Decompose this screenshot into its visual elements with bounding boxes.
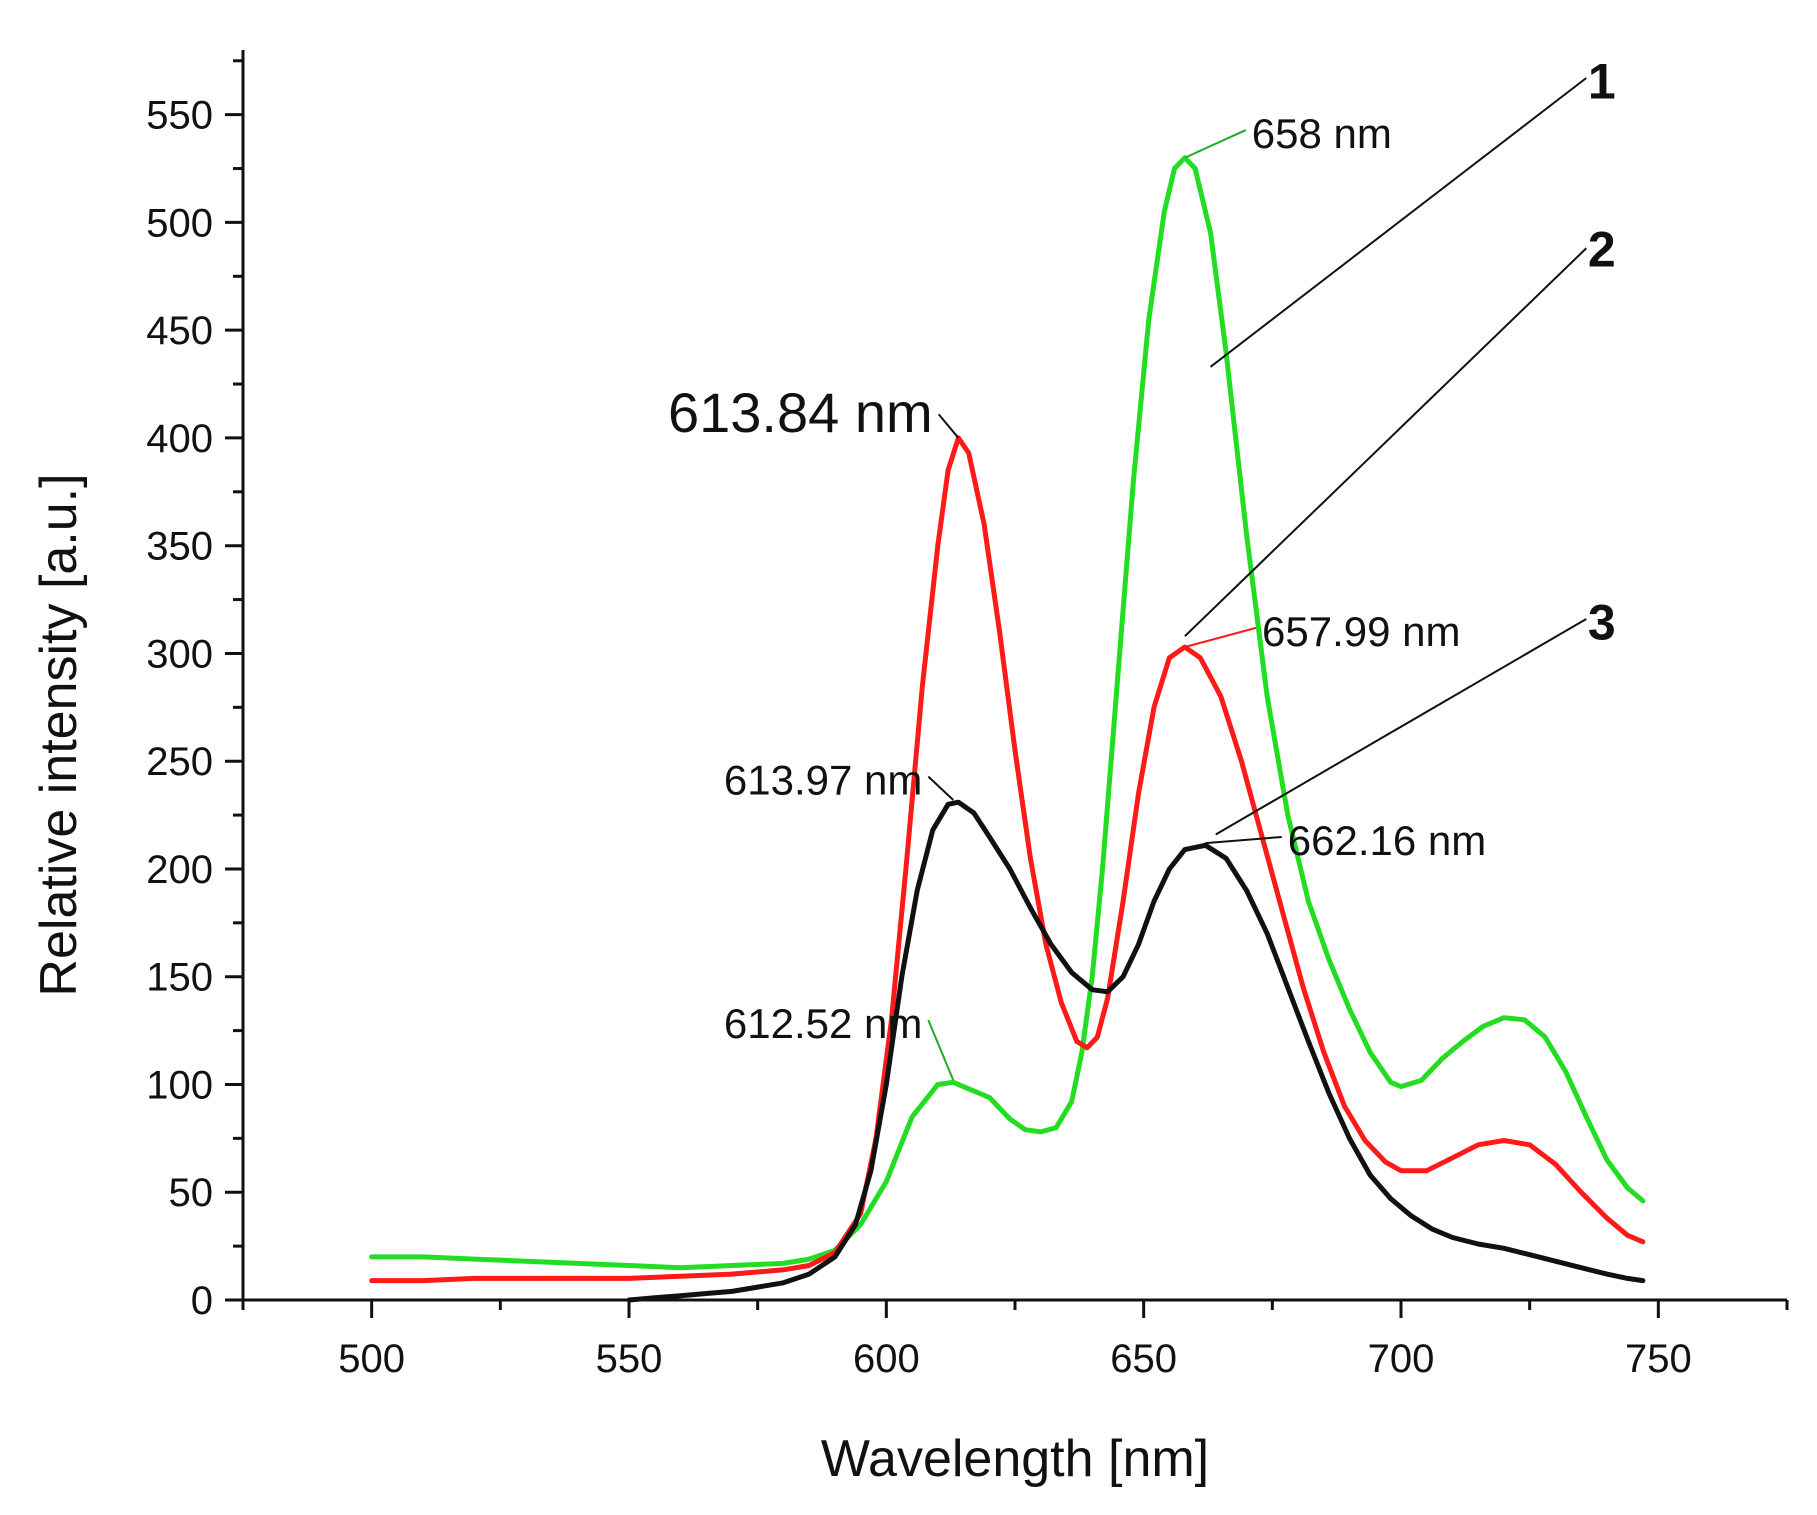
peak-label: 612.52 nm <box>724 1000 922 1047</box>
series-line-2 <box>369 435 1646 1284</box>
peak-leader-line <box>1184 626 1257 648</box>
y-tick-label: 150 <box>146 956 213 1000</box>
curve-number-label: 2 <box>1588 221 1616 277</box>
axes: 500 550 600 650 700 750 050100150200250300350… <box>146 50 1789 1381</box>
annotation-layer: 658 nm 613.84 nm 657.99 nm 613.97 nm 662.16 … <box>668 53 1616 1081</box>
curve-number-label: 1 <box>1588 53 1616 109</box>
peak-label: 662.16 nm <box>1288 817 1486 864</box>
y-tick-label: 350 <box>146 525 213 569</box>
curve-label-leader <box>1209 77 1587 368</box>
peak-label: 657.99 nm <box>1262 608 1460 655</box>
y-tick-label: 450 <box>146 309 213 353</box>
y-tick-label: 50 <box>169 1171 214 1215</box>
curve-label-leader <box>1215 618 1587 836</box>
peak-leader-line <box>1205 835 1282 845</box>
peak-leader-line <box>1184 129 1247 159</box>
x-tick-label: 600 <box>853 1337 920 1381</box>
peak-label: 658 nm <box>1252 110 1392 157</box>
y-tick-label: 400 <box>146 417 213 461</box>
series-line-3 <box>626 799 1646 1303</box>
x-ticks: 500 550 600 650 700 750 <box>241 1300 1789 1381</box>
y-tick-label: 500 <box>146 201 213 245</box>
y-tick-label: 550 <box>146 94 213 138</box>
x-tick-label: 500 <box>338 1337 405 1381</box>
peak-leader-line <box>927 1019 955 1081</box>
x-tick-label: 650 <box>1110 1337 1177 1381</box>
peak-leader-line <box>937 413 960 439</box>
curve-number-label: 3 <box>1588 594 1616 650</box>
y-ticks: 0 50 100 150 200 250 300 350 400 450 500 550 <box>146 59 243 1323</box>
series-line-1 <box>369 155 1646 1271</box>
peak-label: 613.97 nm <box>724 757 922 804</box>
x-tick-label: 550 <box>596 1337 663 1381</box>
y-tick-label: 200 <box>146 848 213 892</box>
y-tick-label: 250 <box>146 740 213 784</box>
curve-label-leader <box>1184 247 1587 637</box>
y-axis-title: Relative intensity [a.u.] <box>30 473 88 996</box>
peak-leader-line <box>927 775 954 801</box>
y-tick-label: 100 <box>146 1063 213 1107</box>
series-layer <box>369 155 1646 1303</box>
x-tick-label: 750 <box>1625 1337 1692 1381</box>
x-axis-title: Wavelength [nm] <box>821 1430 1209 1488</box>
x-tick-label: 700 <box>1368 1337 1435 1381</box>
y-tick-label: 0 <box>191 1279 213 1323</box>
y-tick-label: 300 <box>146 632 213 676</box>
peak-label: 613.84 nm <box>668 381 933 444</box>
